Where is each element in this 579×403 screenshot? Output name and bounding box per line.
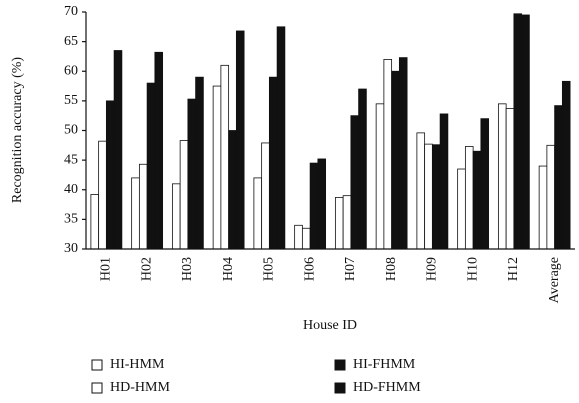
legend-label: HI-FHMM bbox=[353, 357, 416, 372]
bar bbox=[253, 177, 263, 250]
legend-swatch bbox=[334, 359, 346, 371]
bar bbox=[538, 165, 548, 250]
bar bbox=[439, 113, 449, 250]
x-tick-label: H06 bbox=[302, 257, 317, 281]
y-tick-label: 50 bbox=[64, 123, 78, 138]
bar bbox=[342, 195, 352, 250]
bar bbox=[505, 108, 515, 250]
bar bbox=[317, 158, 327, 250]
x-tick-label: H09 bbox=[425, 257, 440, 281]
bar bbox=[98, 140, 107, 250]
legend-label: HI-HMM bbox=[110, 357, 165, 372]
bar bbox=[90, 194, 100, 250]
bar bbox=[358, 88, 367, 250]
x-tick-label: H01 bbox=[99, 257, 114, 281]
bar bbox=[416, 132, 426, 250]
bar bbox=[105, 100, 115, 250]
bar bbox=[561, 80, 571, 250]
bar bbox=[220, 64, 230, 250]
x-tick-label: H12 bbox=[506, 257, 521, 281]
x-tick-label: H10 bbox=[465, 257, 480, 281]
legend-swatch bbox=[91, 382, 103, 394]
bar bbox=[228, 130, 237, 250]
bar bbox=[113, 50, 123, 250]
bar bbox=[480, 118, 490, 250]
bar bbox=[171, 183, 181, 250]
bar bbox=[309, 162, 319, 250]
bar bbox=[146, 82, 156, 250]
y-tick-label: 35 bbox=[64, 212, 78, 227]
bar bbox=[131, 177, 140, 250]
y-tick-label: 30 bbox=[64, 241, 78, 256]
bar bbox=[513, 13, 523, 250]
legend-swatch bbox=[334, 382, 346, 394]
legend-swatch bbox=[91, 359, 103, 371]
x-tick-label: H04 bbox=[221, 257, 236, 281]
legend-label: HD-HMM bbox=[110, 380, 170, 395]
bar bbox=[334, 197, 344, 250]
bar bbox=[261, 142, 270, 250]
x-tick-label: H07 bbox=[343, 257, 358, 281]
bar bbox=[350, 115, 360, 250]
bar bbox=[391, 70, 400, 250]
bar bbox=[398, 57, 408, 250]
legend-label: HD-FHMM bbox=[353, 380, 421, 395]
x-tick-label: H03 bbox=[180, 257, 195, 281]
x-tick-label: Average bbox=[547, 257, 562, 303]
bar bbox=[276, 26, 286, 250]
bar bbox=[424, 143, 433, 250]
y-tick-label: 55 bbox=[64, 93, 78, 108]
bar bbox=[154, 51, 164, 250]
bar bbox=[235, 30, 245, 250]
bar bbox=[497, 103, 507, 250]
bar bbox=[212, 85, 222, 250]
x-tick-label: H02 bbox=[139, 257, 154, 281]
bar bbox=[294, 224, 303, 250]
y-tick-label: 45 bbox=[64, 152, 78, 167]
y-tick-label: 60 bbox=[64, 63, 78, 78]
bar bbox=[472, 150, 482, 250]
bar bbox=[383, 59, 393, 250]
x-tick-label: H08 bbox=[384, 257, 399, 281]
y-tick-label: 40 bbox=[64, 182, 78, 197]
x-axis-label: House ID bbox=[303, 318, 357, 333]
bar bbox=[375, 103, 385, 250]
bar bbox=[464, 146, 474, 250]
bar bbox=[457, 168, 466, 250]
y-tick-label: 70 bbox=[64, 4, 78, 19]
y-tick-label: 65 bbox=[64, 34, 78, 49]
bar bbox=[179, 140, 189, 250]
bar bbox=[546, 144, 556, 250]
bar bbox=[554, 105, 563, 250]
bar bbox=[268, 76, 278, 250]
bar bbox=[138, 163, 148, 250]
bar bbox=[187, 98, 197, 250]
bar bbox=[431, 144, 441, 250]
bar bbox=[301, 227, 311, 250]
x-tick-label: H05 bbox=[262, 257, 277, 281]
bar bbox=[521, 14, 530, 250]
bar bbox=[195, 76, 204, 250]
y-axis-label: Recognition accuracy (%) bbox=[10, 57, 25, 203]
